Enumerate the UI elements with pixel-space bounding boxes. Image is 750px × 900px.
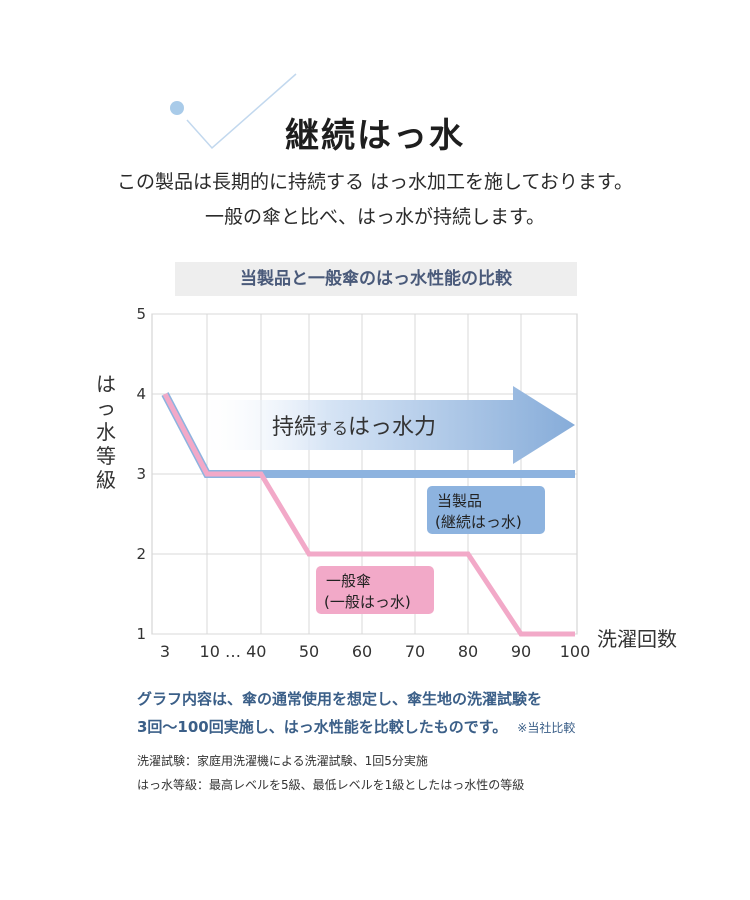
series-label-box-general: [316, 566, 434, 614]
y-tick-label: 1: [136, 625, 146, 643]
x-tick-label: 100: [560, 642, 591, 661]
x-tick-label: 90: [511, 642, 531, 661]
series-labels: 当製品 (継続はっ水) 一般傘 (一般はっ水): [316, 486, 545, 614]
x-tick-label: 70: [405, 642, 425, 661]
x-axis-label: 洗濯回数: [597, 627, 677, 651]
x-tick-label: 3: [160, 642, 170, 661]
intro-line-1: この製品は長期的に持続する はっ水加工を施しております。: [116, 171, 633, 193]
decorative-check-icon: [170, 73, 297, 150]
y-tick-label: 5: [136, 305, 146, 323]
persistence-arrow: [195, 386, 575, 464]
footnote-wash-test: 洗濯試験：家庭用洗濯機による洗濯試験、1回5分実施: [137, 754, 428, 768]
series-label-general-line2: (一般はっ水): [324, 593, 411, 611]
x-ticks: 3 10 … 40 50 60 70 80 90 100: [160, 642, 590, 661]
x-tick-label: 50: [299, 642, 319, 661]
series: [161, 392, 575, 637]
arrow-label-small: する: [316, 419, 348, 438]
intro-line-2: 一般の傘と比べ、はっ水が持続します。: [204, 206, 546, 228]
description-line-1: グラフ内容は、傘の通常使用を想定し、傘生地の洗濯試験を: [137, 690, 543, 708]
description-line-2-text: 3回〜100回実施し、はっ水性能を比較したものです。: [137, 718, 508, 736]
arrow-label: 持続するはっ水力: [272, 415, 436, 440]
x-tick-label: 10 … 40: [200, 642, 267, 661]
series-line-general: [162, 392, 575, 637]
chart-title: 当製品と一般傘のはっ水性能の比較: [175, 262, 577, 296]
y-ticks: 1 2 3 4 5: [136, 305, 146, 643]
y-tick-label: 3: [136, 465, 146, 483]
comparison-chart: 1 2 3 4 5 3 10 … 40 50 60 70 80 90 100 持続するはっ水力 当製品…: [136, 305, 677, 661]
series-label-general-line1: 一般傘: [326, 572, 371, 590]
x-tick-label: 80: [458, 642, 478, 661]
series-label-box-product: [427, 486, 545, 534]
y-tick-label: 4: [136, 385, 146, 403]
footnote-grade: はっ水等級：最高レベルを5級、最低レベルを1級としたはっ水性の等級: [137, 778, 525, 792]
y-tick-label: 2: [136, 545, 146, 563]
y-axis-label: はっ水等級: [96, 372, 116, 492]
comparison-note: ※当社比較: [517, 721, 576, 735]
series-label-product-line1: 当製品: [437, 492, 482, 510]
series-label-product-line2: (継続はっ水): [435, 513, 522, 531]
arrow-label-tail: はっ水力: [348, 415, 436, 440]
arrow-label-main: 持続: [272, 415, 316, 440]
description-line-2: 3回〜100回実施し、はっ水性能を比較したものです。 ※当社比較: [137, 716, 575, 737]
x-tick-label: 60: [352, 642, 372, 661]
page-title: 継続はっ水: [285, 116, 465, 156]
